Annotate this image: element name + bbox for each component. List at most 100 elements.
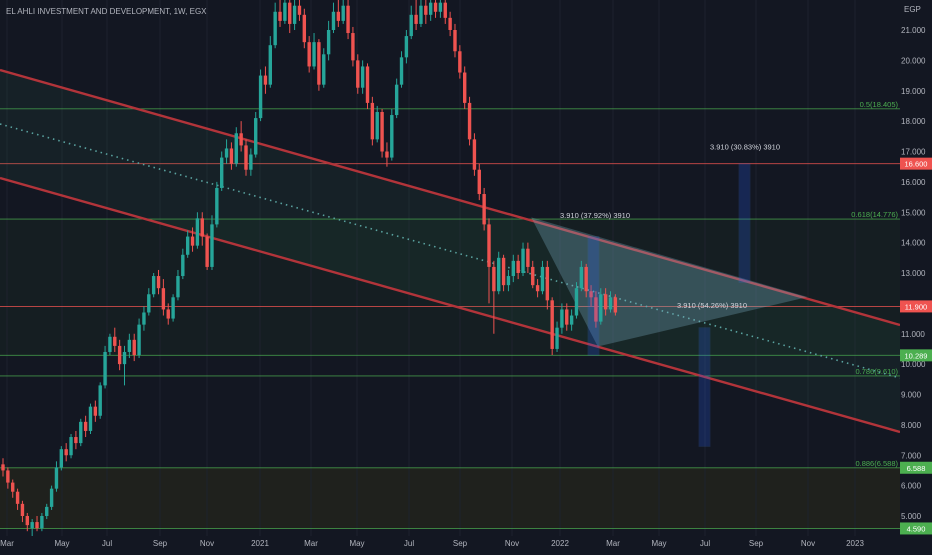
candle-body	[161, 288, 166, 310]
candle-body	[385, 151, 389, 158]
fib-level-label: 0.5(18.405)	[860, 100, 899, 109]
candle-body	[594, 297, 598, 322]
price-badge-label: 6.588	[907, 464, 926, 473]
x-tick-label: May	[349, 539, 364, 548]
candle-body	[307, 42, 311, 67]
y-tick-label: 17.000	[901, 148, 926, 157]
candle-body	[312, 42, 316, 67]
candle-body	[234, 133, 238, 164]
candle-body	[501, 257, 506, 286]
price-badge	[900, 522, 932, 535]
candle-body	[467, 102, 472, 140]
y-tick-label: 9.000	[901, 391, 922, 400]
candle-body	[297, 5, 302, 15]
candle-body	[565, 309, 569, 325]
candle-body	[492, 266, 496, 292]
channel-lower-line	[0, 176, 901, 434]
price-badge	[900, 157, 932, 170]
x-tick-label: Nov	[200, 539, 214, 548]
y-tick-label: 20.000	[901, 56, 926, 65]
price-badge	[900, 349, 932, 362]
candle-body	[283, 2, 287, 21]
candle-body	[526, 248, 530, 267]
y-tick-label: 5.000	[901, 512, 922, 521]
candle-body	[220, 157, 224, 188]
x-tick-label: Sep	[153, 539, 168, 548]
candle-body	[127, 339, 132, 352]
candle-body	[419, 5, 423, 24]
price-badge	[900, 461, 932, 474]
candle-body	[317, 42, 321, 85]
candle-body	[147, 294, 151, 313]
candle-body	[394, 84, 399, 116]
candle-body	[356, 60, 360, 88]
x-tick-label: 2021	[251, 539, 269, 548]
candle-body	[540, 266, 545, 292]
fib-level-label: 0.786(9.610)	[855, 367, 898, 376]
y-tick-label: 14.000	[901, 239, 926, 248]
y-tick-label: 11.000	[901, 330, 925, 339]
candle-body	[254, 118, 258, 155]
candle-body	[20, 503, 25, 516]
candle-body	[487, 224, 491, 267]
candle-body	[93, 406, 98, 416]
candle-body	[40, 516, 44, 529]
candle-body	[122, 351, 127, 365]
candle-body	[370, 102, 375, 140]
x-tick-label: 2022	[551, 539, 569, 548]
candle-body	[458, 51, 462, 73]
price-badge	[900, 300, 932, 313]
candle-body	[98, 385, 102, 416]
fib-level-label: 0.886(6.588)	[855, 459, 898, 468]
candle-body	[74, 437, 78, 444]
y-tick-label: 18.000	[901, 117, 926, 126]
candle-body	[346, 5, 350, 34]
candle-body	[30, 522, 34, 529]
candle-body	[108, 336, 112, 352]
candle-body	[59, 449, 64, 468]
candle-body	[200, 218, 204, 237]
candle-body	[360, 66, 365, 88]
candle-body	[156, 276, 161, 289]
measure-box	[587, 236, 600, 356]
candle-body	[224, 148, 229, 158]
candle-body	[390, 115, 394, 158]
candle-body	[589, 291, 593, 298]
candle-body	[54, 467, 59, 489]
candle-body	[326, 30, 331, 55]
candle-body	[428, 2, 433, 15]
x-tick-label: Sep	[749, 539, 764, 548]
candle-body	[79, 421, 83, 444]
candle-body	[404, 36, 409, 58]
candle-body	[258, 75, 263, 119]
candle-body	[579, 266, 584, 289]
candle-body	[166, 309, 170, 319]
candle-body	[176, 276, 180, 298]
candle-body	[584, 266, 588, 292]
candle-body	[375, 112, 379, 140]
candle-body	[239, 133, 243, 146]
candle-body	[433, 2, 438, 12]
x-tick-label: 2023	[846, 539, 864, 548]
y-tick-label: 7.000	[901, 451, 922, 460]
candle-body	[574, 288, 579, 316]
candle-body	[137, 324, 141, 356]
candle-body	[88, 406, 93, 431]
candle-body	[472, 139, 477, 170]
x-tick-label: Mar	[0, 539, 14, 548]
candle-body	[64, 449, 68, 456]
y-tick-label: 16.000	[901, 178, 926, 187]
candle-body	[331, 11, 336, 30]
chart-title: EL AHLI INVESTMENT AND DEVELOPMENT, 1W, …	[6, 7, 207, 16]
candle-body	[210, 224, 214, 267]
measure-label: 3.910 (54.26%) 3910	[677, 301, 747, 310]
candle-body	[49, 488, 54, 507]
candle-body	[399, 57, 404, 85]
candle-body	[151, 276, 156, 295]
candle-body	[263, 75, 268, 85]
candle-body	[25, 516, 29, 526]
candle-body	[292, 5, 297, 24]
measure-label: 3.910 (37.92%) 3910	[560, 211, 630, 220]
